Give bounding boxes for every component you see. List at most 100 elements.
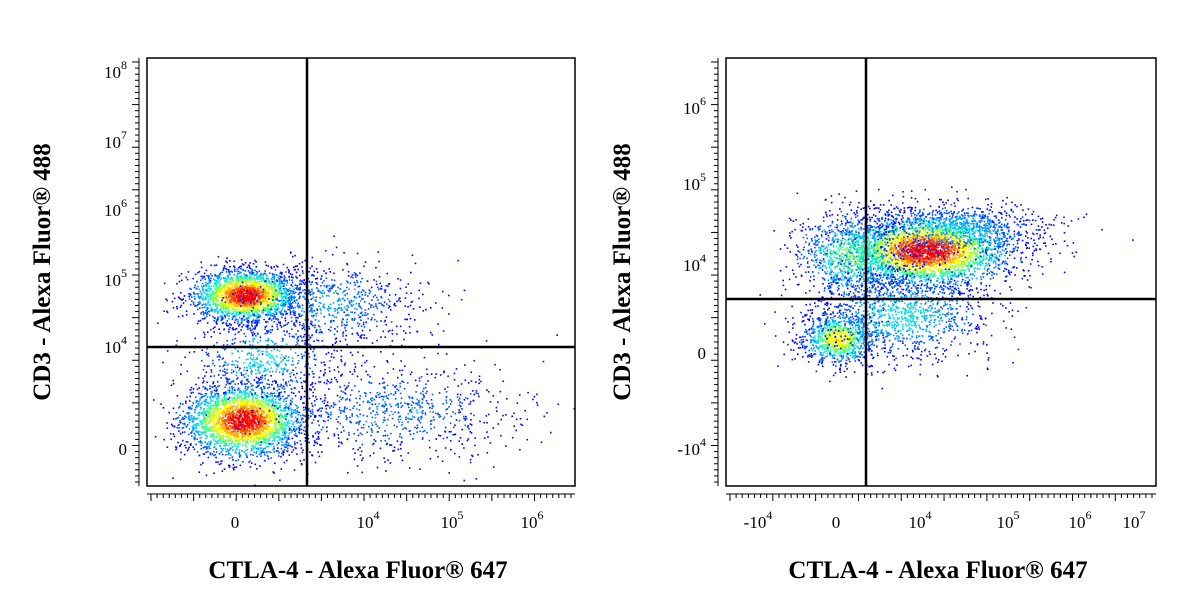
event-dot: [282, 373, 284, 376]
event-dot: [187, 407, 190, 409]
event-dot: [258, 425, 261, 428]
event-dot: [283, 391, 286, 393]
event-dot: [255, 285, 257, 288]
event-dot: [271, 411, 274, 414]
event-dot: [222, 411, 225, 413]
event-dot: [269, 311, 272, 314]
event-dot: [229, 285, 232, 288]
event-dot: [176, 282, 178, 285]
event-dot: [206, 388, 208, 390]
event-dot: [230, 284, 233, 286]
event-dot: [257, 415, 260, 417]
event-dot: [289, 295, 291, 298]
event-dot: [268, 402, 271, 405]
event-dot: [203, 453, 206, 455]
event-dot: [232, 467, 235, 469]
event-dot: [291, 400, 293, 403]
event-dot: [409, 304, 412, 307]
event-dot: [181, 299, 183, 301]
event-dot: [171, 300, 174, 303]
event-dot: [226, 433, 229, 436]
event-dot: [259, 282, 261, 285]
event-dot: [239, 427, 241, 430]
event-dot: [223, 431, 226, 434]
event-dot: [223, 284, 225, 286]
event-dot: [277, 401, 279, 404]
event-dot: [300, 291, 302, 294]
event-dot: [285, 271, 287, 273]
event-dot: [222, 416, 224, 419]
event-dot: [190, 389, 192, 391]
event-dot: [274, 285, 277, 288]
event-dot: [241, 280, 244, 283]
event-dot: [259, 275, 262, 278]
event-dot: [179, 432, 182, 435]
event-dot: [198, 441, 200, 443]
event-dot: [253, 281, 256, 284]
event-dot: [356, 322, 359, 324]
event-dot: [228, 312, 230, 314]
event-dot: [260, 403, 262, 405]
event-dot: [203, 318, 205, 320]
event-dot: [241, 393, 243, 395]
event-dot: [249, 439, 251, 442]
event-dot: [273, 287, 275, 289]
event-dot: [173, 425, 176, 427]
event-dot: [268, 432, 271, 435]
event-dot: [252, 445, 254, 447]
event-dot: [219, 302, 222, 304]
event-dot: [229, 273, 231, 275]
event-dot: [236, 300, 239, 302]
event-dot: [323, 307, 326, 309]
event-dot: [182, 426, 185, 429]
event-dot: [273, 380, 276, 382]
event-dot: [172, 407, 175, 410]
event-dot: [222, 311, 224, 313]
event-dot: [238, 306, 240, 309]
event-dot: [313, 444, 315, 447]
event-dot: [211, 399, 213, 402]
event-dot: [232, 370, 235, 373]
event-dot: [267, 401, 269, 404]
event-dot: [249, 422, 251, 424]
event-dot: [277, 306, 280, 309]
event-dot: [189, 294, 192, 297]
event-dot: [239, 271, 241, 273]
event-dot: [261, 436, 264, 439]
event-dot: [299, 295, 301, 298]
event-dot: [211, 435, 213, 437]
event-dot: [219, 440, 221, 442]
event-dot: [233, 422, 235, 425]
event-dot: [219, 293, 222, 296]
event-dot: [243, 425, 246, 428]
event-dot: [284, 436, 287, 439]
event-dot: [211, 391, 213, 393]
event-dot: [290, 307, 293, 309]
event-dot: [234, 285, 237, 287]
event-dot: [256, 272, 259, 274]
event-dot: [321, 407, 323, 409]
event-dot: [235, 310, 237, 313]
event-dot: [254, 437, 257, 439]
event-dot: [300, 396, 303, 399]
event-dot: [241, 423, 244, 426]
event-dot: [217, 394, 220, 396]
event-dot: [232, 449, 234, 451]
event-dot: [225, 323, 227, 325]
event-dot: [195, 401, 197, 404]
event-dot: [173, 297, 176, 300]
event-dot: [270, 415, 272, 418]
event-dot: [243, 288, 245, 290]
event-dot: [255, 448, 258, 450]
event-dot: [257, 419, 259, 421]
event-dot: [204, 284, 207, 286]
event-dot: [215, 442, 218, 445]
event-dot: [217, 430, 219, 432]
event-dot: [254, 422, 256, 425]
event-dot: [271, 429, 274, 432]
event-dot: [195, 383, 197, 386]
event-dot: [220, 438, 223, 441]
event-dot: [294, 416, 297, 419]
event-dot: [233, 305, 236, 307]
event-dot: [221, 294, 224, 296]
